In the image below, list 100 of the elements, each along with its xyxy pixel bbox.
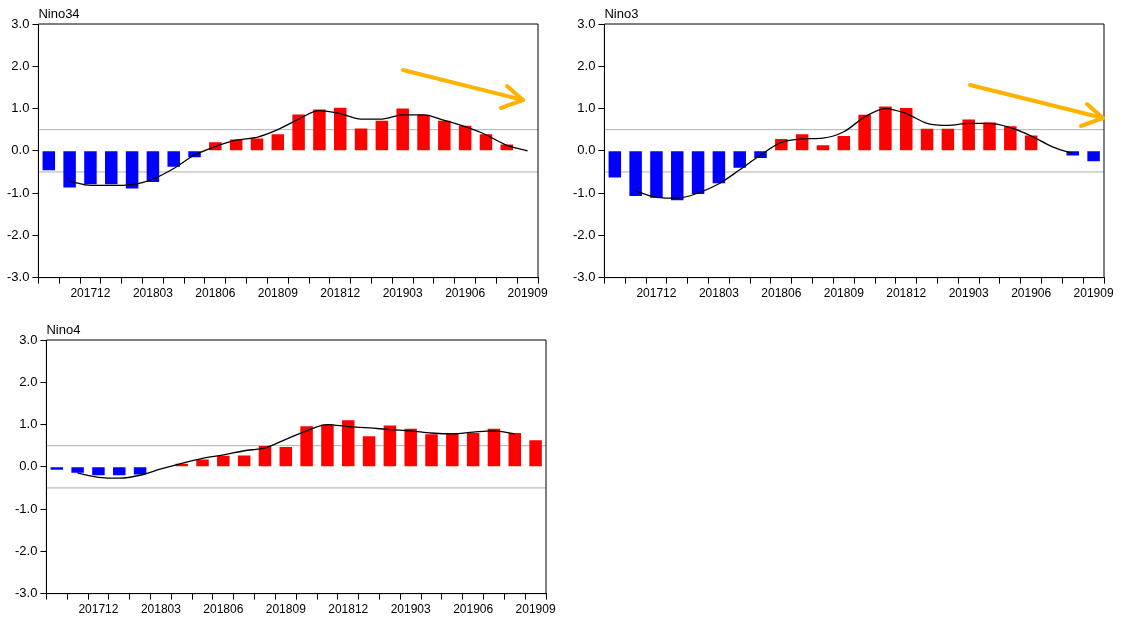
- x-tick-label: 201806: [195, 286, 236, 301]
- y-tick-label: 0.0: [19, 458, 38, 474]
- bar: [63, 151, 76, 188]
- y-tick-label: 2.0: [577, 57, 596, 73]
- bar: [941, 128, 955, 151]
- line-series: [634, 107, 1074, 199]
- y-tick-label: 3.0: [11, 15, 30, 31]
- bar: [425, 434, 438, 467]
- x-tick-label: 201909: [515, 602, 556, 617]
- y-tick-label: 1.0: [11, 100, 30, 116]
- bar: [292, 114, 305, 151]
- bar: [133, 467, 147, 475]
- line-series: [76, 423, 516, 479]
- x-tick-label: 201903: [390, 602, 432, 617]
- bar: [42, 151, 56, 171]
- bar: [837, 136, 851, 151]
- bar: [608, 151, 622, 178]
- y-tick-label: 3.0: [19, 331, 38, 347]
- bar: [458, 125, 472, 151]
- chart-title: Nino4: [46, 322, 81, 338]
- bar: [529, 440, 542, 467]
- x-tick-label: 201906: [445, 286, 486, 301]
- bar: [279, 446, 293, 467]
- x-tick-label: 201806: [203, 602, 244, 617]
- x-tick-label: 201803: [132, 286, 174, 301]
- y-tick-label: -2.0: [572, 226, 596, 242]
- x-tick-label: 201903: [382, 286, 424, 301]
- y-tick-label: -1.0: [6, 184, 30, 200]
- bar: [508, 432, 522, 467]
- bar: [816, 145, 830, 151]
- bar: [237, 455, 251, 467]
- x-tick-label: 201712: [636, 286, 677, 301]
- bar: [334, 107, 347, 151]
- line-series: [68, 110, 529, 187]
- y-tick-label: -3.0: [572, 269, 596, 285]
- bar: [983, 122, 996, 151]
- bar: [629, 151, 642, 197]
- bar: [438, 120, 451, 151]
- bar: [671, 151, 684, 201]
- y-tick-label: -1.0: [14, 500, 38, 516]
- bar: [196, 459, 209, 467]
- bar: [146, 151, 160, 183]
- y-tick-label: 3.0: [577, 15, 596, 31]
- bar: [1087, 151, 1100, 162]
- bar: [300, 426, 313, 467]
- bar: [92, 467, 105, 476]
- bar: [313, 109, 326, 151]
- bar: [962, 119, 975, 151]
- y-tick-label: 1.0: [577, 100, 596, 116]
- bar: [691, 151, 705, 194]
- bar: [712, 151, 726, 184]
- bar: [125, 151, 139, 189]
- bar: [1004, 126, 1017, 151]
- x-tick-label: 201812: [886, 286, 927, 301]
- bar: [900, 108, 913, 151]
- bar: [733, 151, 746, 168]
- bar: [396, 108, 409, 151]
- y-tick-label: 0.0: [11, 142, 30, 158]
- bar: [113, 467, 126, 476]
- x-tick-label: 201812: [320, 286, 361, 301]
- bar: [354, 128, 368, 151]
- y-tick-label: -1.0: [572, 184, 596, 200]
- bar: [417, 114, 430, 151]
- bar: [271, 134, 285, 151]
- bar: [250, 138, 264, 151]
- x-tick-label: 201909: [507, 286, 548, 301]
- y-tick-label: -3.0: [6, 269, 30, 285]
- y-tick-label: -2.0: [14, 542, 38, 558]
- bar: [105, 151, 118, 185]
- x-tick-label: 201903: [948, 286, 990, 301]
- x-tick-label: 201806: [761, 286, 802, 301]
- x-tick-label: 201803: [698, 286, 740, 301]
- x-tick-label: 201906: [1011, 286, 1052, 301]
- bar: [879, 106, 892, 151]
- x-tick-label: 201809: [257, 286, 299, 301]
- bar: [375, 120, 389, 151]
- bar: [321, 424, 334, 467]
- x-tick-label: 201906: [453, 602, 494, 617]
- bar: [383, 425, 397, 467]
- bar: [404, 428, 417, 467]
- x-tick-label: 201809: [823, 286, 865, 301]
- x-tick-label: 201809: [265, 602, 307, 617]
- chart-title: Nino34: [38, 6, 80, 22]
- bar: [479, 134, 493, 151]
- y-tick-label: 2.0: [11, 57, 30, 73]
- y-tick-label: 1.0: [19, 416, 38, 432]
- bar: [446, 432, 459, 467]
- x-tick-label: 201712: [78, 602, 119, 617]
- x-tick-label: 201812: [328, 602, 369, 617]
- bar: [466, 432, 480, 467]
- bar: [342, 420, 355, 467]
- bar: [920, 128, 934, 151]
- y-tick-label: 2.0: [19, 373, 38, 389]
- y-tick-label: -3.0: [14, 585, 38, 601]
- bar: [71, 467, 84, 473]
- x-tick-label: 201909: [1073, 286, 1114, 301]
- bar: [858, 114, 871, 151]
- bar: [487, 428, 501, 467]
- x-tick-label: 201712: [70, 286, 111, 301]
- bar: [650, 151, 663, 198]
